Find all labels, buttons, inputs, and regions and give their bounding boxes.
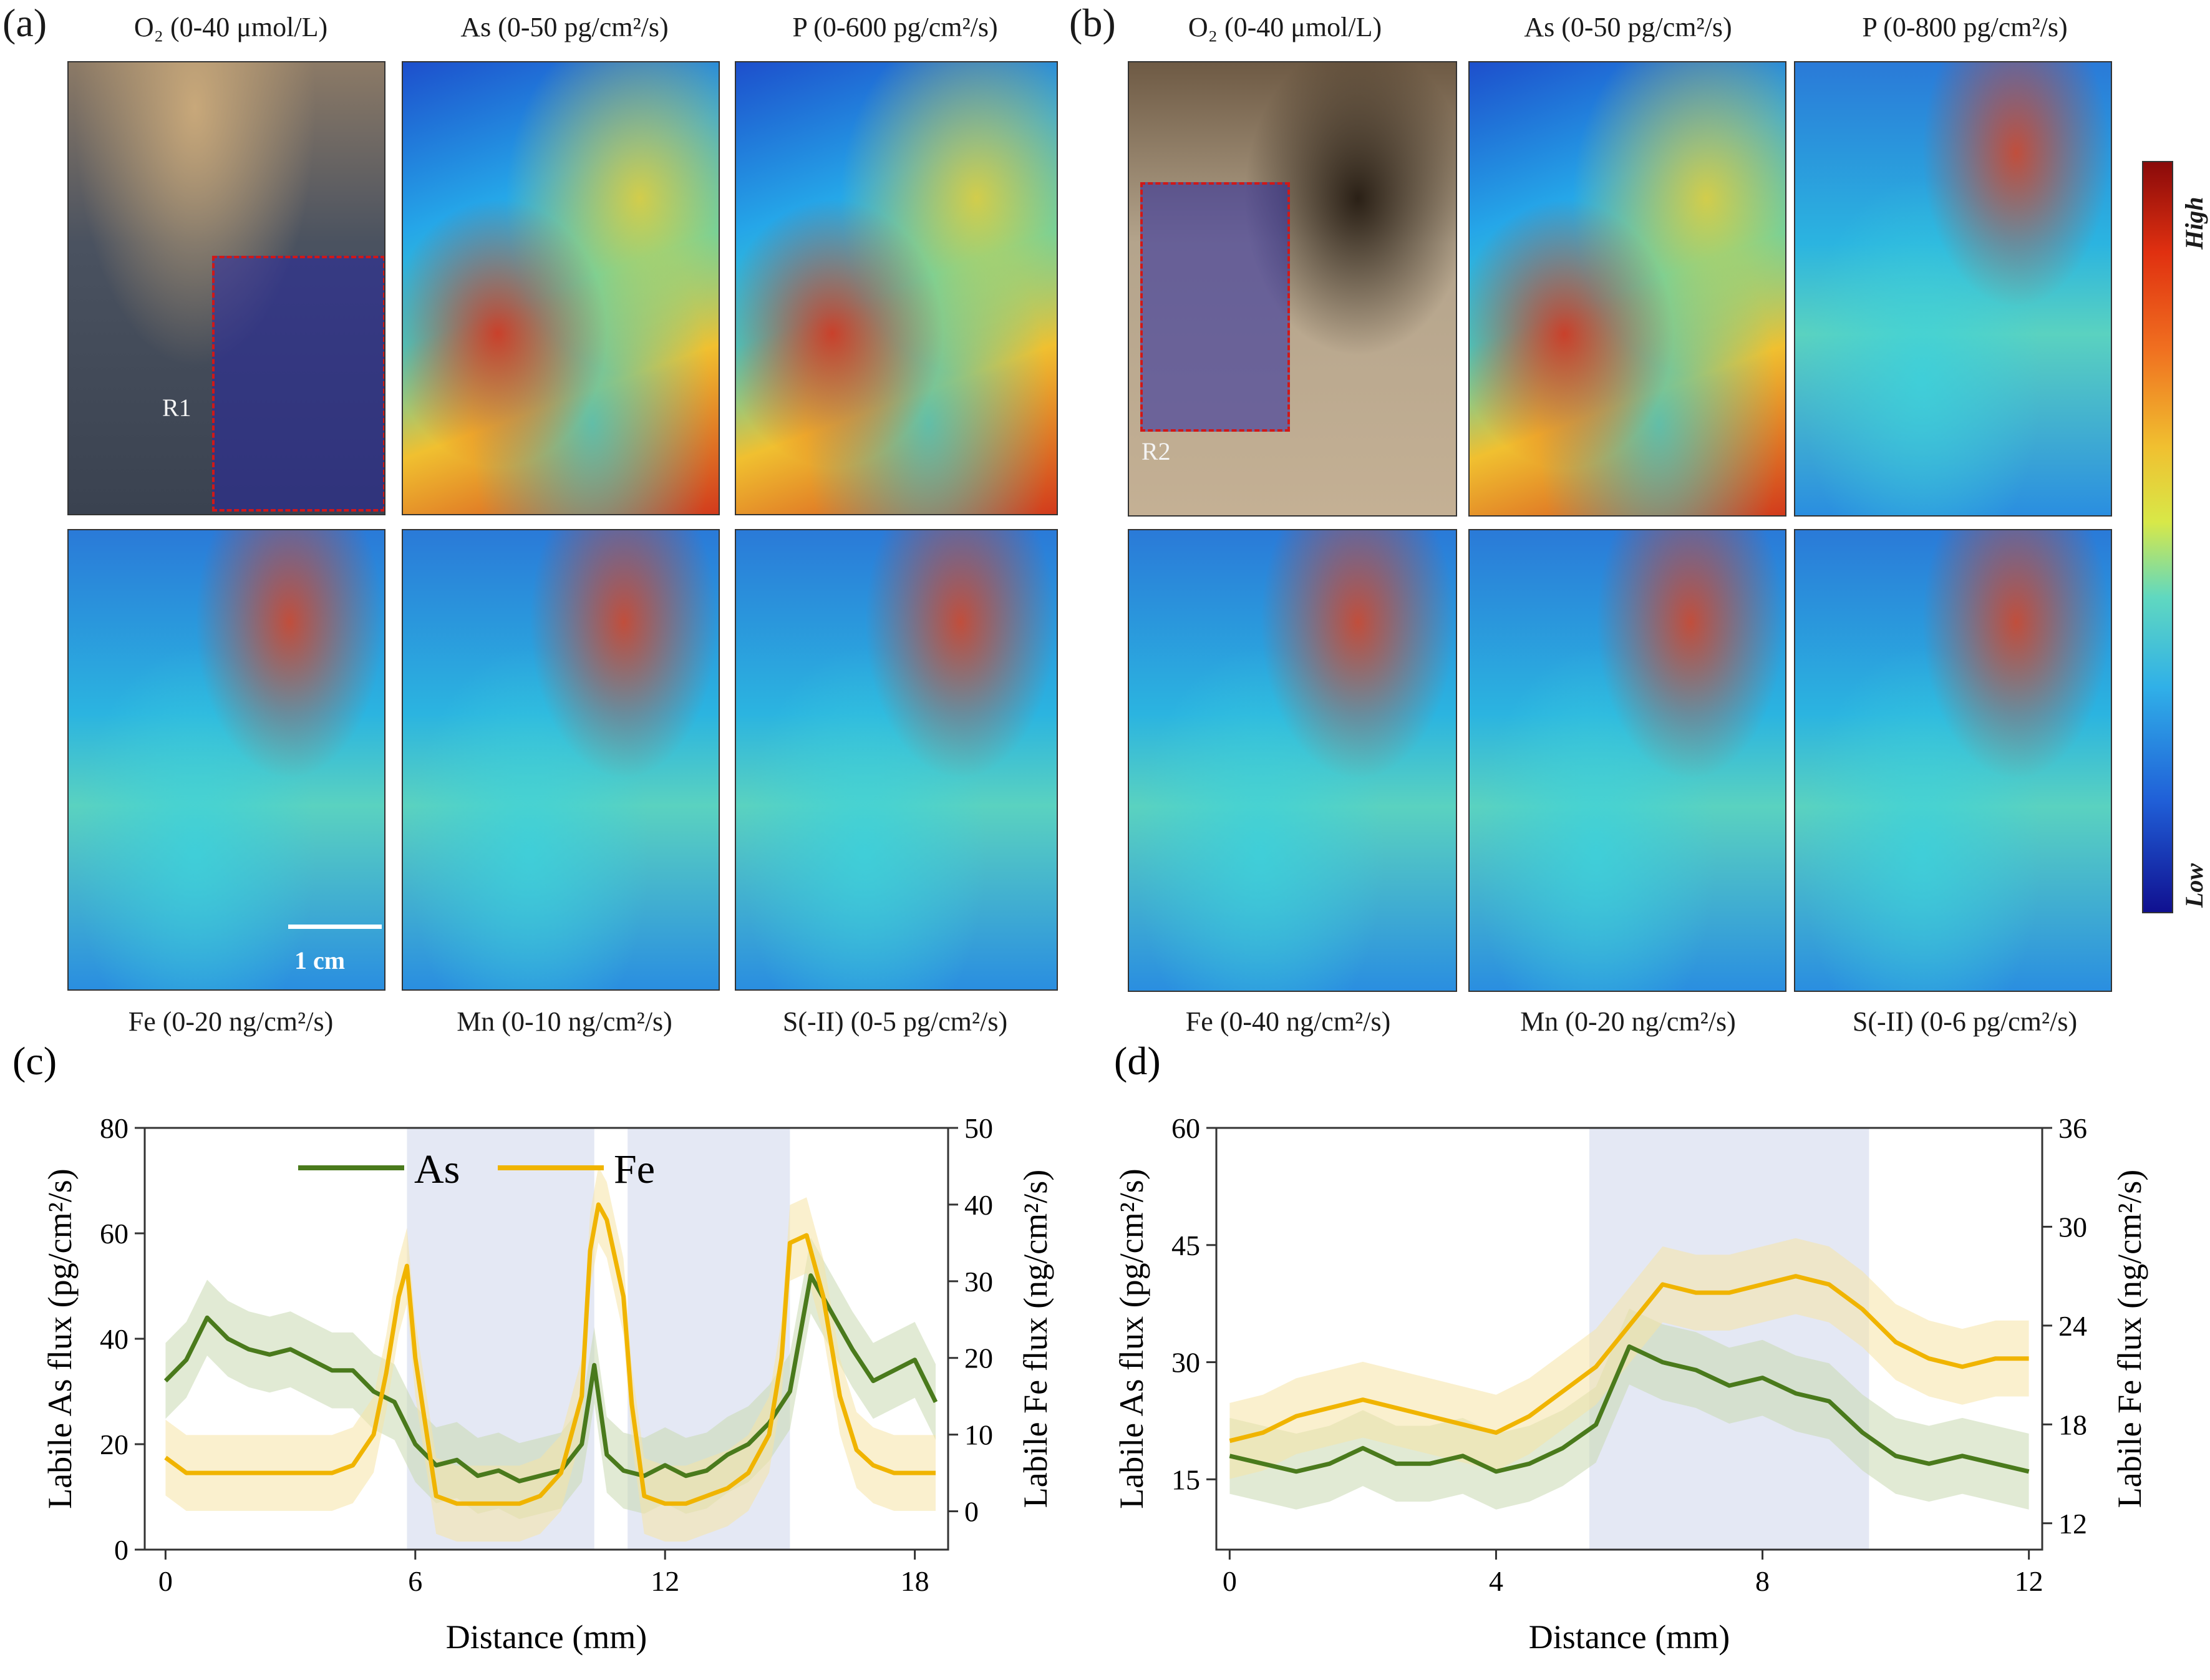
panel-b-as-map [1468, 61, 1786, 517]
chart-d-xtick-label: 4 [1489, 1565, 1503, 1597]
panel-a-s-title: S(-II) (0-5 pg/cm²/s) [782, 1006, 1008, 1037]
chart-c-frame [143, 1127, 949, 1551]
chart-c-legend-as-label: As [414, 1147, 460, 1192]
colorbar-high-label: High [2180, 197, 2208, 250]
chart-c-y2tick-label: 10 [964, 1419, 993, 1451]
chart-d-xtick-label: 0 [1223, 1565, 1237, 1597]
panel-b-s-title: S(-II) (0-6 pg/cm²/s) [1852, 1006, 2078, 1037]
chart-c-ylabel: Labile As flux (pg/cm²/s) [41, 1168, 79, 1509]
chart-c-legend-fe-label: Fe [614, 1147, 655, 1192]
chart-c-ytick-label: 40 [100, 1323, 128, 1355]
scale-bar [288, 925, 382, 929]
chart-c-xtick-label: 6 [408, 1565, 422, 1597]
panel-a-roi [212, 256, 384, 512]
panel-a-p-title: P (0-600 pg/cm²/s) [792, 12, 998, 42]
panel-a-o2-title: O₂ (0-40 μmol/L) [133, 12, 328, 42]
panel-b-roi-label: R2 [1141, 437, 1171, 465]
colorbar-low-label: Low [2180, 863, 2208, 908]
chart-c-y2tick-label: 50 [964, 1112, 993, 1144]
panel-a-label: (a) [2, 1, 47, 45]
panel-a-mn-title: Mn (0-10 ng/cm²/s) [457, 1006, 672, 1037]
panel-b-label: (b) [1069, 1, 1116, 45]
chart-d-xtick-label: 8 [1755, 1565, 1770, 1597]
panel-b-s-map [1794, 529, 2112, 992]
chart-d-fe-line [1229, 1274, 2029, 1444]
chart-d-y2tick-label: 36 [2058, 1112, 2087, 1144]
chart-d-ytick-label: 30 [1171, 1347, 1200, 1379]
panel-b-fe-map [1128, 529, 1457, 992]
panel-a-o2-map: R1 [67, 61, 385, 515]
panel-b-fe-title: Fe (0-40 ng/cm²/s) [1185, 1006, 1391, 1037]
chart-d-fe-band [1229, 1238, 2029, 1479]
chart-d-as-band [1229, 1308, 2029, 1510]
chart-d-frame [1215, 1127, 2043, 1551]
panel-b-roi [1140, 182, 1290, 432]
chart-c-shaded-range-0 [407, 1128, 594, 1550]
panel-b-mn-title: Mn (0-20 ng/cm²/s) [1520, 1006, 1736, 1037]
chart-d-y2tick-label: 24 [2058, 1310, 2087, 1342]
chart-c-xtick-label: 18 [901, 1565, 929, 1597]
chart-c-fe-line [164, 1202, 936, 1506]
panel-a-as-map [402, 61, 720, 515]
chart-c-shaded-range-1 [628, 1128, 790, 1550]
panel-b-o2-map: R2 [1128, 61, 1457, 517]
chart-c-fe-band [165, 1167, 936, 1542]
panel-b-mn-map [1468, 529, 1786, 992]
chart-d-y2tick-label: 30 [2058, 1211, 2087, 1243]
panel-a-fe-title: Fe (0-20 ng/cm²/s) [128, 1006, 334, 1037]
chart-c-ytick-label: 60 [100, 1218, 128, 1250]
panel-b-p-map [1794, 61, 2112, 517]
chart-c-y2tick-label: 30 [964, 1266, 993, 1298]
chart-c-xlabel: Distance (mm) [446, 1618, 647, 1656]
chart-c-y2tick-label: 0 [964, 1496, 979, 1528]
chart-c-xtick-label: 12 [651, 1565, 679, 1597]
panel-a-roi-label: R1 [162, 394, 191, 422]
scale-bar-label: 1 cm [294, 946, 346, 974]
chart-c-y2tick-label: 20 [964, 1343, 993, 1374]
chart-d-as-line [1229, 1344, 2030, 1474]
chart-c-as-line [163, 1273, 938, 1483]
chart-c-ytick-label: 20 [100, 1429, 128, 1460]
chart-c-ytick-label: 0 [114, 1534, 128, 1566]
chart-c-y2label: Labile Fe flux (ng/cm²/s) [1017, 1170, 1054, 1508]
chart-d-ytick-label: 45 [1171, 1230, 1200, 1261]
panel-a-s-map [735, 529, 1058, 991]
panel-b-as-title: As (0-50 pg/cm²/s) [1524, 12, 1732, 42]
chart-d-xlabel: Distance (mm) [1529, 1618, 1730, 1656]
chart-d-y2label: Labile Fe flux (ng/cm²/s) [2111, 1170, 2148, 1508]
colorbar [2142, 161, 2173, 913]
chart-d-ytick-label: 15 [1171, 1464, 1200, 1495]
chart-d-y2tick-label: 12 [2058, 1508, 2087, 1540]
chart-d-ylabel: Labile As flux (pg/cm²/s) [1113, 1168, 1150, 1509]
chart-c-y2tick-label: 40 [964, 1189, 993, 1221]
panel-a-mn-map [402, 529, 720, 991]
chart-d-ytick-label: 60 [1171, 1112, 1200, 1144]
panel-a-p-map [735, 61, 1058, 515]
chart-d-xtick-label: 12 [2015, 1565, 2043, 1597]
chart-d-y2tick-label: 18 [2058, 1409, 2087, 1440]
panel-b-o2-title: O₂ (0-40 μmol/L) [1188, 12, 1382, 42]
chart-c-panel-label: (c) [12, 1039, 57, 1083]
chart-d-shaded-range-0 [1589, 1128, 1869, 1550]
panel-b-p-title: P (0-800 pg/cm²/s) [1862, 12, 2068, 42]
chart-c-ytick-label: 80 [100, 1112, 128, 1144]
chart-c-as-band [165, 1237, 936, 1519]
chart-c-xtick-label: 0 [158, 1565, 173, 1597]
panel-a-as-title: As (0-50 pg/cm²/s) [460, 12, 669, 42]
chart-d-panel-label: (d) [1114, 1039, 1161, 1083]
panel-a-fe-map: 1 cm [67, 529, 385, 991]
